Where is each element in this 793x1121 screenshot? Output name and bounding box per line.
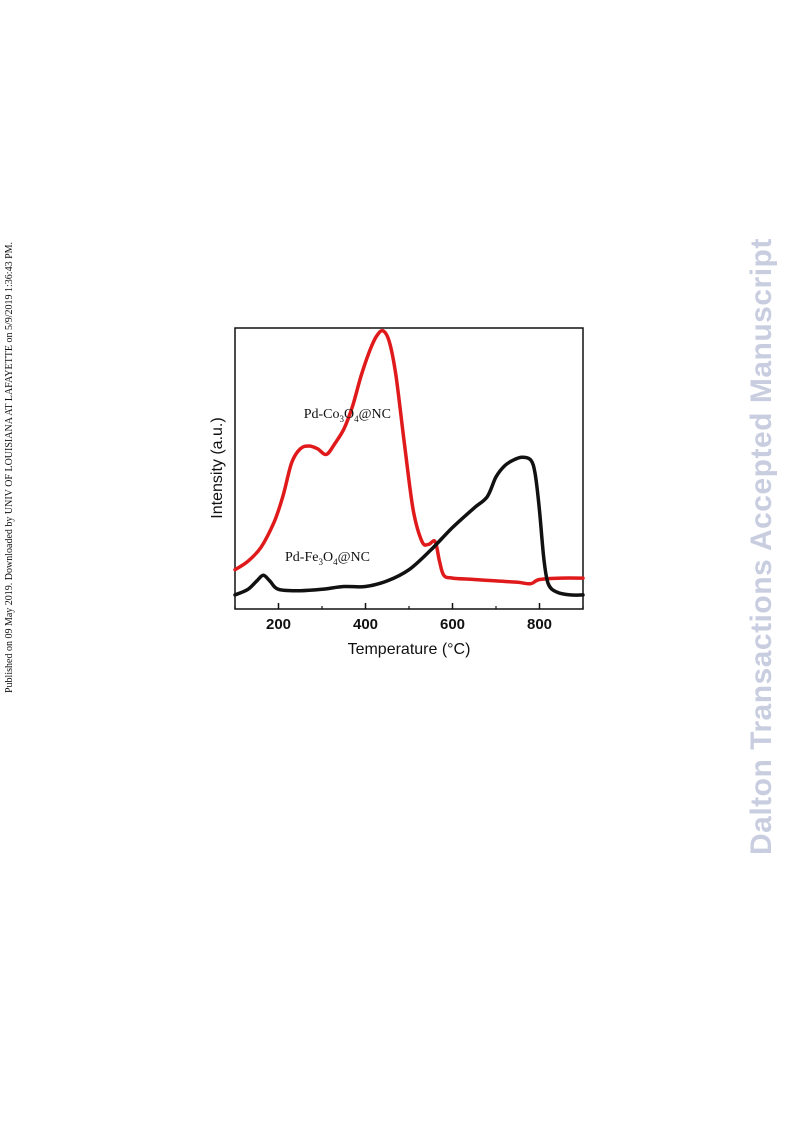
x-axis-label: Temperature (°C) [348, 641, 471, 658]
series-label-0: Pd-Co3O4@NC [304, 407, 391, 424]
series-lines [233, 328, 585, 597]
journal-watermark: Dalton Transactions Accepted Manuscript [745, 238, 778, 855]
publication-note: Published on 09 May 2019. Downloaded by … [4, 242, 15, 694]
x-tick-label-400: 400 [353, 616, 378, 633]
x-tick-label-600: 600 [440, 616, 465, 633]
y-axis-label: Intensity (a.u.) [209, 417, 226, 518]
x-tick-label-800: 800 [527, 616, 552, 633]
x-ticks: 200 400 600 800 [234, 603, 584, 633]
series-label-1: Pd-Fe3O4@NC [285, 550, 370, 567]
x-tick-label-200: 200 [266, 616, 291, 633]
tpr-chart: 200 400 600 800 Pd-Co3O4@NC Pd-Fe3O4@NC Temp… [209, 327, 585, 658]
series-line-1 [233, 455, 585, 597]
series-labels: Pd-Co3O4@NC Pd-Fe3O4@NC [285, 407, 391, 567]
series-line-0 [233, 328, 585, 586]
